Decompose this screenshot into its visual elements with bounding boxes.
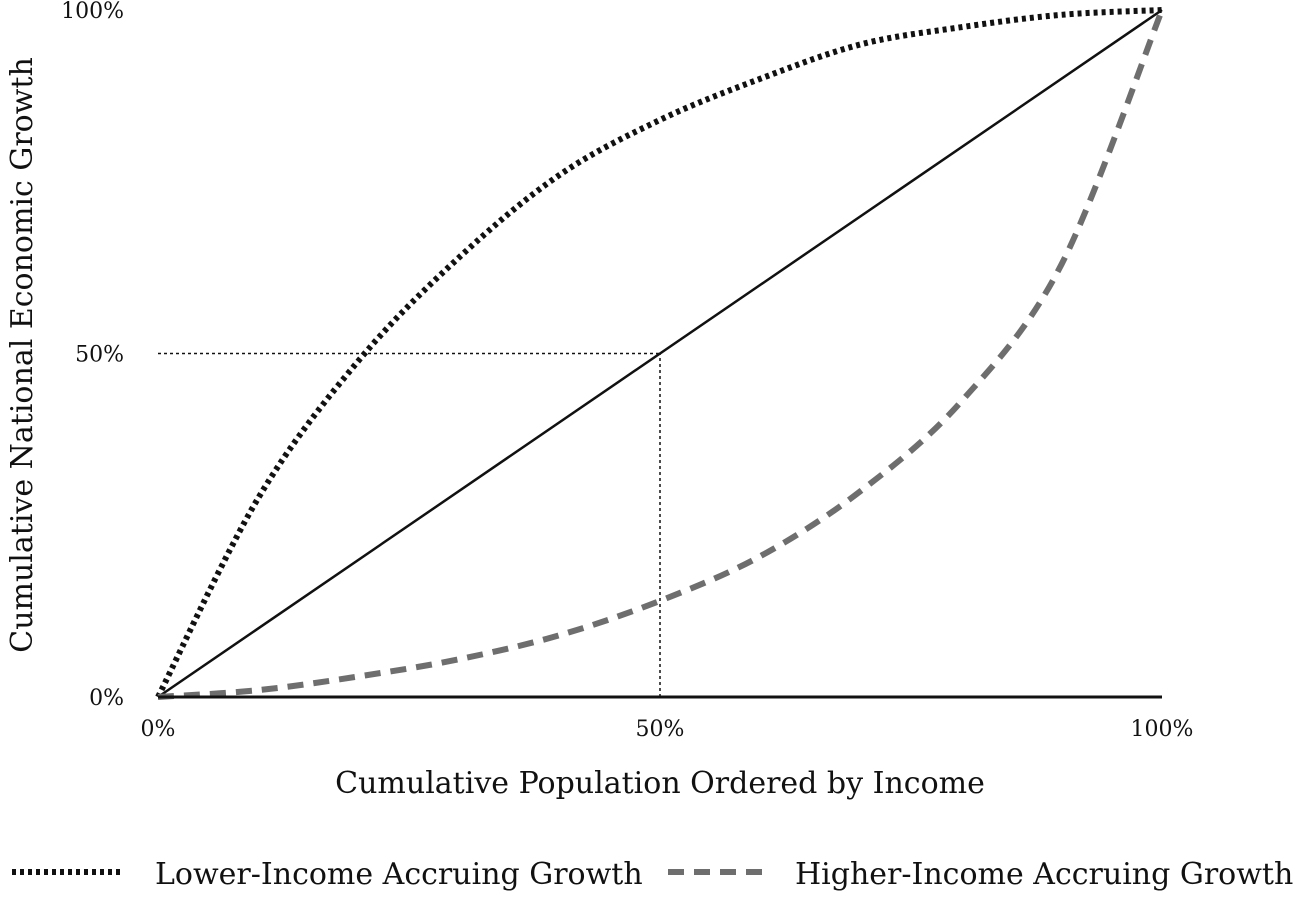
x-tick-label: 0% [141,717,176,742]
y-tick-label: 0% [89,686,124,711]
higher-income-series-line [157,8,1165,700]
x-axis-title: Cumulative Population Ordered by Income [335,766,985,801]
y-tick-labels: 0% 50% 100% [61,0,124,711]
lower-income-series-line [155,7,1163,699]
y-axis-title: Cumulative National Economic Growth [5,57,40,653]
equality-line [157,8,1163,699]
legend: Lower-Income Accruing Growth Higher-Inco… [12,857,1293,892]
series-lines [155,7,1165,700]
x-tick-label: 50% [636,717,685,742]
x-tick-labels: 0% 50% 100% [141,717,1194,742]
legend-label-higher-income: Higher-Income Accruing Growth [795,857,1293,892]
legend-label-lower-income: Lower-Income Accruing Growth [155,857,643,892]
y-tick-label: 100% [61,0,124,24]
x-tick-label: 100% [1131,717,1194,742]
y-tick-label: 50% [75,343,124,368]
